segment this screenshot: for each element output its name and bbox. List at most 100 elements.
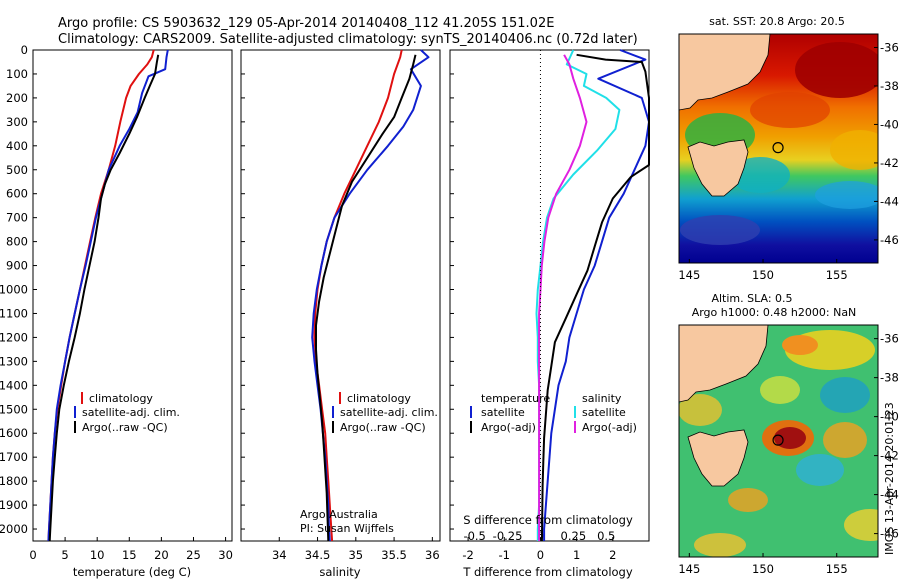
legend-label-climatology: climatology (347, 392, 411, 405)
map-y-tick-label: -44 (880, 194, 899, 208)
temperature-series-satellite (47, 49, 169, 542)
sst-map-frame (678, 33, 879, 264)
map-y-tick-label: -38 (880, 371, 899, 385)
x-tick-label: 0 (537, 529, 544, 543)
x-tick-label: 0 (537, 548, 544, 562)
y-tick-label: 2000 (0, 522, 28, 536)
difference-series-temperature-satellite (543, 49, 650, 541)
y-tick-label: 800 (6, 235, 28, 249)
y-tick-label: 600 (6, 187, 28, 201)
map-x-tick-label: 150 (752, 268, 774, 282)
mainland-land (679, 325, 769, 403)
map-y-tick-label: -38 (880, 79, 899, 93)
legend-title-temperature: temperature (481, 392, 550, 405)
map-y-tick-label: -36 (880, 332, 899, 346)
legend-label-t-argo: Argo(-adj) (481, 421, 536, 434)
x-tick-label: 5 (61, 548, 68, 562)
y-tick-label: 1900 (0, 498, 28, 512)
y-tick-label: 1600 (0, 426, 28, 440)
x-tick-label: 2 (609, 548, 616, 562)
y-tick-label: 900 (6, 259, 28, 273)
difference-legend: temperature satellite Argo(-adj) salinit… (470, 392, 637, 434)
profile-location-marker (772, 142, 784, 154)
map-y-tick-label: -36 (880, 40, 899, 54)
sla-map-ticks: 145 150 155 -36 -38 -40 -42 -44 -46 (678, 332, 898, 576)
x-tick-label: 34.5 (305, 548, 331, 562)
profile-location-marker (772, 434, 784, 446)
legend-label-satellite: satellite-adj. clim. (340, 406, 438, 419)
legend-label-s-satellite: satellite (582, 406, 626, 419)
x-tick-label: 0.5 (597, 529, 615, 543)
depth-ticks: 0 100 200 300 400 500 600 700 800 900 1000 1100 1200… (0, 43, 454, 536)
y-tick-label: 300 (6, 115, 28, 129)
x-tick-label: 15 (122, 548, 137, 562)
legend-title-salinity: salinity (582, 392, 622, 405)
y-tick-label: 200 (6, 91, 28, 105)
difference-xlabel-top: S difference from climatology (463, 513, 633, 527)
sla-map-frame (678, 324, 879, 558)
y-tick-label: 1800 (0, 474, 28, 488)
salinity-axes (240, 49, 441, 542)
x-tick-label: 1 (573, 548, 580, 562)
tasmania-land (687, 139, 749, 197)
map-y-tick-label: -40 (880, 410, 899, 424)
map-x-tick-label: 145 (678, 562, 700, 576)
pi-annotation: PI: Susan Wijffels (300, 522, 394, 535)
y-tick-label: 1100 (0, 306, 28, 320)
mainland-land (679, 34, 771, 111)
map-y-tick-label: -40 (880, 117, 899, 131)
x-tick-label: -0.25 (493, 529, 523, 543)
x-tick-label: 34 (272, 548, 287, 562)
map-y-tick-label: -46 (880, 233, 899, 247)
temperature-series-argo (48, 54, 160, 542)
x-tick-label: 25 (186, 548, 201, 562)
y-tick-label: 1400 (0, 378, 28, 392)
y-tick-label: 1700 (0, 450, 28, 464)
legend-label-s-argo: Argo(-adj) (582, 421, 637, 434)
salinity-xlabel: salinity (319, 565, 360, 579)
x-tick-label: 30 (218, 548, 233, 562)
map-x-tick-label: 145 (678, 268, 700, 282)
map-y-tick-label: -42 (880, 156, 899, 170)
map-x-tick-label: 155 (826, 268, 848, 282)
y-tick-label: 1500 (0, 402, 28, 416)
map-y-tick-label: -42 (880, 449, 899, 463)
y-tick-label: 700 (6, 211, 28, 225)
salinity-series-argo (315, 54, 417, 542)
sla-map-image (679, 325, 878, 557)
legend-label-t-satellite: satellite (481, 406, 525, 419)
temperature-axes (32, 49, 233, 542)
sst-map-ticks: 145 150 155 -36 -38 -40 -42 -44 -46 (678, 40, 898, 282)
x-tick-label: 0.25 (561, 529, 587, 543)
imos-timestamp: IMOS 13-Apr-2014 20:01:23 (883, 402, 896, 555)
x-tick-label: -1 (499, 548, 510, 562)
x-tick-label: -2 (462, 548, 473, 562)
map-y-tick-label: -46 (880, 527, 899, 541)
legend-label-climatology: climatology (89, 392, 153, 405)
figure-title-line2: Climatology: CARS2009. Satellite-adjuste… (58, 32, 638, 47)
x-tick-label: 0 (29, 548, 36, 562)
map-x-tick-label: 155 (826, 562, 848, 576)
difference-series-temperature-argo (540, 53, 650, 542)
sla-map-title-line2: Argo h1000: 0.48 h2000: NaN (692, 306, 857, 319)
map-y-tick-label: -44 (880, 488, 899, 502)
x-tick-label: 10 (90, 548, 105, 562)
sst-map-image (679, 34, 878, 263)
x-tick-label: 20 (154, 548, 169, 562)
sla-map-title-line1: Altim. SLA: 0.5 (711, 292, 792, 305)
salinity-legend: climatology satellite-adj. clim. Argo(..… (332, 392, 438, 434)
legend-label-argo: Argo(..raw -QC) (340, 421, 426, 434)
x-tick-label: 36 (425, 548, 440, 562)
legend-label-argo: Argo(..raw -QC) (82, 421, 168, 434)
temperature-legend: climatology satellite-adj. clim. Argo(..… (74, 392, 180, 434)
x-tick-label: -0.5 (463, 529, 485, 543)
difference-xlabel: T difference from climatology (462, 565, 633, 579)
map-x-tick-label: 150 (752, 562, 774, 576)
profile-series (47, 49, 650, 542)
y-tick-label: 1300 (0, 354, 28, 368)
tasmania-land (687, 429, 749, 487)
y-tick-label: 500 (6, 163, 28, 177)
temperature-xlabel: temperature (deg C) (73, 565, 191, 579)
y-tick-label: 1000 (0, 283, 28, 297)
